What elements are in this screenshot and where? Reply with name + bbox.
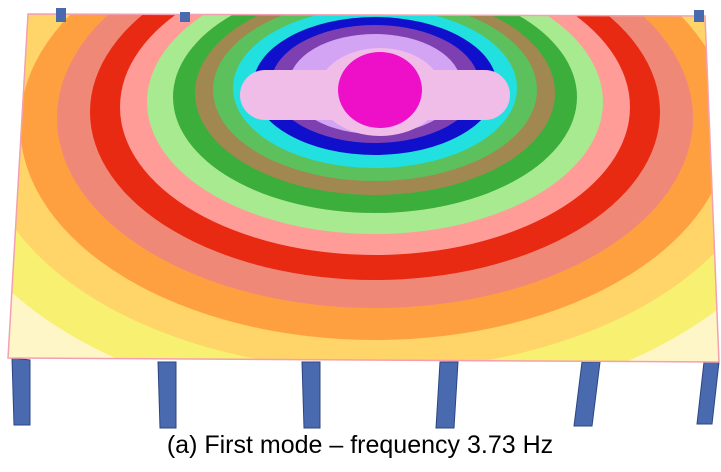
caption: (a) First mode – frequency 3.73 Hz (167, 431, 553, 459)
columns (12, 358, 719, 428)
figure: (a) First mode – frequency 3.73 Hz (0, 0, 721, 472)
mode-shape-contours (0, 0, 721, 410)
